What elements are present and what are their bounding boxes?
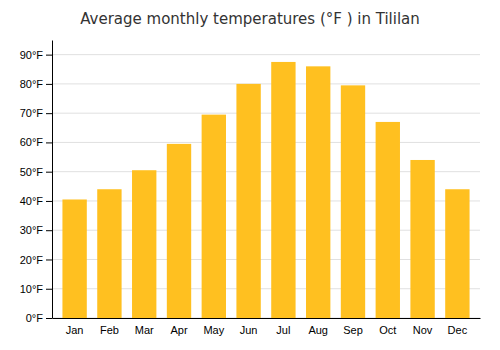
x-tick-label: Mar	[135, 324, 154, 336]
y-tick: 80°F	[20, 78, 52, 90]
x-tick: Nov	[413, 324, 433, 336]
x-tick: Feb	[100, 324, 119, 336]
x-tick: Mar	[135, 324, 154, 336]
x-tick: Jun	[240, 324, 258, 336]
y-tick-mark	[46, 289, 52, 290]
bar	[410, 160, 434, 318]
x-tick-label: May	[203, 324, 224, 336]
title: Average monthly temperatures (°F ) in Ti…	[80, 10, 420, 28]
grid-line	[52, 83, 480, 84]
x-tick: Jul	[276, 324, 290, 336]
x-tick-label: Apr	[170, 324, 187, 336]
y-tick-label: 60°F	[20, 136, 44, 148]
bars	[62, 62, 469, 318]
y-tick-label: 30°F	[20, 224, 44, 236]
x-tick: Sep	[343, 324, 363, 336]
x-tick: Apr	[170, 324, 187, 336]
bar	[202, 115, 226, 318]
y-tick-label: 50°F	[20, 166, 44, 178]
x-tick-label: Aug	[308, 324, 328, 336]
bar	[167, 144, 191, 318]
x-tick-label: Nov	[413, 324, 433, 336]
bar	[271, 62, 295, 318]
x-tick: Aug	[308, 324, 328, 336]
bar	[445, 189, 469, 318]
y-tick-label: 0°F	[26, 312, 44, 324]
bar	[132, 170, 156, 318]
y-tick-mark	[46, 142, 52, 143]
grid	[52, 55, 480, 318]
bar	[236, 84, 260, 318]
bar	[97, 189, 121, 318]
y-tick: 30°F	[20, 224, 52, 236]
y-tick-label: 90°F	[20, 49, 44, 61]
y-tick-label: 20°F	[20, 253, 44, 265]
y-axis-line	[52, 41, 53, 319]
y-tick-mark	[46, 230, 52, 231]
y-tick-label: 10°F	[20, 283, 44, 295]
y-tick: 0°F	[26, 312, 52, 324]
plot: 0°F 10°F 20°F 30°F 40°F 50°F 60°F 70°F 80°F 90°F J…	[20, 41, 481, 336]
y-tick: 20°F	[20, 253, 52, 265]
y-tick-mark	[46, 113, 52, 114]
y-tick-label: 40°F	[20, 195, 44, 207]
grid-line	[52, 142, 480, 143]
y-tick-mark	[46, 55, 52, 56]
y-axis: 0°F 10°F 20°F 30°F 40°F 50°F 60°F 70°F 80°F 90°F	[20, 41, 53, 325]
y-tick: 50°F	[20, 166, 52, 178]
x-axis-line	[53, 318, 481, 319]
y-tick: 40°F	[20, 195, 52, 207]
y-tick-mark	[46, 84, 52, 85]
y-tick-label: 80°F	[20, 78, 44, 90]
y-tick-mark	[46, 259, 52, 260]
x-tick: Jan	[66, 324, 84, 336]
chart: 0°F 10°F 20°F 30°F 40°F 50°F 60°F 70°F 80°F 90°F J…	[0, 0, 500, 350]
y-tick: 90°F	[20, 49, 52, 61]
y-tick: 60°F	[20, 136, 52, 148]
bar	[62, 199, 86, 318]
y-tick-mark	[46, 318, 52, 319]
y-tick-label: 70°F	[20, 107, 44, 119]
x-tick: May	[203, 324, 224, 336]
x-tick-label: Dec	[448, 324, 468, 336]
y-tick: 70°F	[20, 107, 52, 119]
x-tick-label: Jun	[240, 324, 258, 336]
bar	[306, 66, 330, 318]
x-tick-label: Sep	[343, 324, 363, 336]
x-tick: Oct	[379, 324, 396, 336]
x-axis: Jan Feb Mar Apr May Jun Jul Aug Sep Oct Nov Dec	[53, 319, 481, 336]
y-tick-mark	[46, 172, 52, 173]
x-tick: Dec	[448, 324, 468, 336]
bar	[341, 85, 365, 318]
x-tick-label: Jul	[276, 324, 290, 336]
x-tick-label: Feb	[100, 324, 119, 336]
y-tick: 10°F	[20, 283, 52, 295]
grid-line	[52, 113, 480, 114]
x-tick-label: Oct	[379, 324, 396, 336]
x-tick-label: Jan	[66, 324, 84, 336]
y-tick-mark	[46, 201, 52, 202]
grid-line	[52, 54, 480, 55]
bar	[376, 122, 400, 318]
